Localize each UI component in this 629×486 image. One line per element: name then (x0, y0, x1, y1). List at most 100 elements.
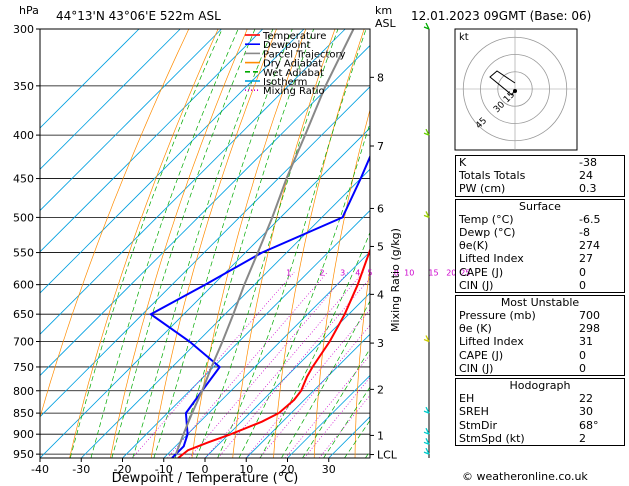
stat-label: StmSpd (kt) (459, 431, 525, 445)
wind-barb-icon (423, 22, 430, 30)
dry-adiabat-line (69, 29, 219, 458)
wind-barb-icon (423, 438, 430, 445)
stat-value: -38 (579, 156, 597, 169)
mixing-ratio-line (167, 271, 328, 458)
stat-value: 0 (579, 278, 586, 292)
stat-label: PW (cm) (459, 182, 506, 196)
wet-adiabat-line (69, 29, 223, 458)
temperature-tick-label: 20 (281, 463, 295, 476)
stat-label: CIN (J) (459, 361, 494, 375)
isotherm-line (40, 127, 370, 458)
temperature-tick-label: 10 (239, 463, 253, 476)
mixing-ratio-line (259, 324, 370, 458)
legend-label: Dewpoint (263, 40, 311, 51)
profile-lines (148, 29, 370, 458)
mixing-ratio-tick-label: 2 (319, 268, 324, 277)
temperature-tick-label: -10 (155, 463, 173, 476)
wet-adiabat-line (238, 121, 370, 458)
legend-label: Mixing Ratio (263, 86, 325, 97)
surface-box: Surface Temp (°C) -6.5 Dewp (°C) -8 θe(K) 274… (455, 198, 625, 293)
stat-row: StmDir 68° (456, 419, 624, 432)
stat-value: -8 (579, 225, 590, 239)
isotherm-line (245, 333, 370, 458)
stat-row: Pressure (mb) 700 (456, 309, 624, 322)
legend-label: Temperature (262, 31, 326, 42)
stat-row: Dewp (°C) -8 (456, 226, 624, 239)
isotherm-line (163, 251, 370, 458)
mixing-ratio-line (285, 354, 370, 458)
pressure-tick-label: 800 (13, 385, 34, 398)
dry-adiabat-line (354, 266, 370, 458)
mixing-ratio-tick-label: 20 (446, 268, 456, 277)
stat-label: Lifted Index (459, 252, 524, 266)
temperature-tick-label: 30 (322, 463, 336, 476)
pressure-tick-label: 400 (13, 129, 34, 142)
wet-adiabat-line (132, 29, 274, 458)
pressure-tick-label: 450 (13, 173, 34, 186)
pressure-tick-label: 700 (13, 336, 34, 349)
temperature-tick-label: -40 (31, 463, 49, 476)
mixing-ratio-line (132, 271, 295, 458)
wind-barb-icon (423, 447, 430, 455)
dry-adiabat-line (232, 29, 336, 458)
stat-value: 31 (579, 335, 593, 349)
stat-label: Dewp (°C) (459, 225, 516, 239)
isotherm-line (122, 209, 370, 458)
hodograph-stats-title: Hodograph (509, 379, 571, 393)
background-lines (40, 29, 370, 458)
km-tick-label: 2 (377, 383, 384, 396)
temperature-line (177, 247, 370, 458)
wind-barb-icon (423, 406, 430, 414)
wet-adiabat-line (111, 29, 256, 458)
km-tick-label: 5 (377, 240, 384, 253)
pressure-tick-label: 550 (13, 247, 34, 260)
km-tick-label: 6 (377, 202, 384, 215)
wet-adiabat-line (281, 300, 370, 458)
dry-adiabat-line (313, 108, 370, 458)
location-title: 44°13'N 43°06'E 522m ASL (56, 9, 221, 23)
dry-adiabat-line (40, 29, 190, 419)
legend-label: Dry Adiabat (263, 59, 322, 70)
stat-value: 24 (579, 169, 593, 183)
hpa-label: hPa (19, 4, 39, 17)
isotherm-line (80, 168, 370, 458)
wet-adiabat-line (217, 29, 367, 458)
stat-label: StmDir (459, 418, 498, 432)
datetime-title: 12.01.2023 09GMT (Base: 06) (411, 9, 591, 23)
isotherm-line (287, 374, 370, 458)
stat-row: Lifted Index 27 (456, 252, 624, 265)
km-label: km (375, 4, 392, 17)
isotherm-line (40, 29, 222, 212)
km-tick-label: 1 (377, 429, 384, 442)
mixing-ratio-tick-label: 10 (404, 268, 414, 277)
stat-value: 2 (579, 431, 586, 445)
km-tick-label: 8 (377, 71, 384, 84)
mixing-ratio-tick-label: 5 (367, 268, 372, 277)
isotherm-line (40, 29, 181, 170)
stat-label: Temp (°C) (459, 212, 514, 226)
stat-label: EH (459, 392, 475, 406)
legend-label: Parcel Trajectory (263, 49, 346, 60)
hodograph-trace (489, 70, 516, 96)
pressure-tick-label: 650 (13, 308, 34, 321)
y-axis-label-right: Mixing Ratio (g/kg) (389, 228, 402, 332)
hodograph-stats-box: Hodograph EH 22 SREH 30 StmDir 68° StmSpd (kt)… (455, 378, 625, 446)
mixing-ratio-tick-label: 25 (460, 268, 470, 277)
axes: 3003504004505005506006507007508008509009… (13, 23, 398, 476)
mixing-ratio-tick-label: 15 (428, 268, 438, 277)
wind-barb-icon (423, 128, 430, 136)
pressure-tick-label: 600 (13, 279, 34, 292)
wind-barb-icon (423, 211, 430, 219)
pressure-tick-label: 850 (13, 407, 34, 420)
temperature-tick-label: -20 (114, 463, 132, 476)
wet-adiabat-line (195, 29, 339, 458)
isotherm-line (40, 29, 140, 129)
wet-adiabat-line (302, 348, 370, 458)
stat-row: EH 22 (456, 392, 624, 405)
pressure-tick-label: 500 (13, 211, 34, 224)
storm-motion-marker (513, 89, 517, 93)
stat-label: CIN (J) (459, 278, 494, 292)
stat-label: SREH (459, 405, 489, 419)
wet-adiabat-line (174, 29, 315, 458)
